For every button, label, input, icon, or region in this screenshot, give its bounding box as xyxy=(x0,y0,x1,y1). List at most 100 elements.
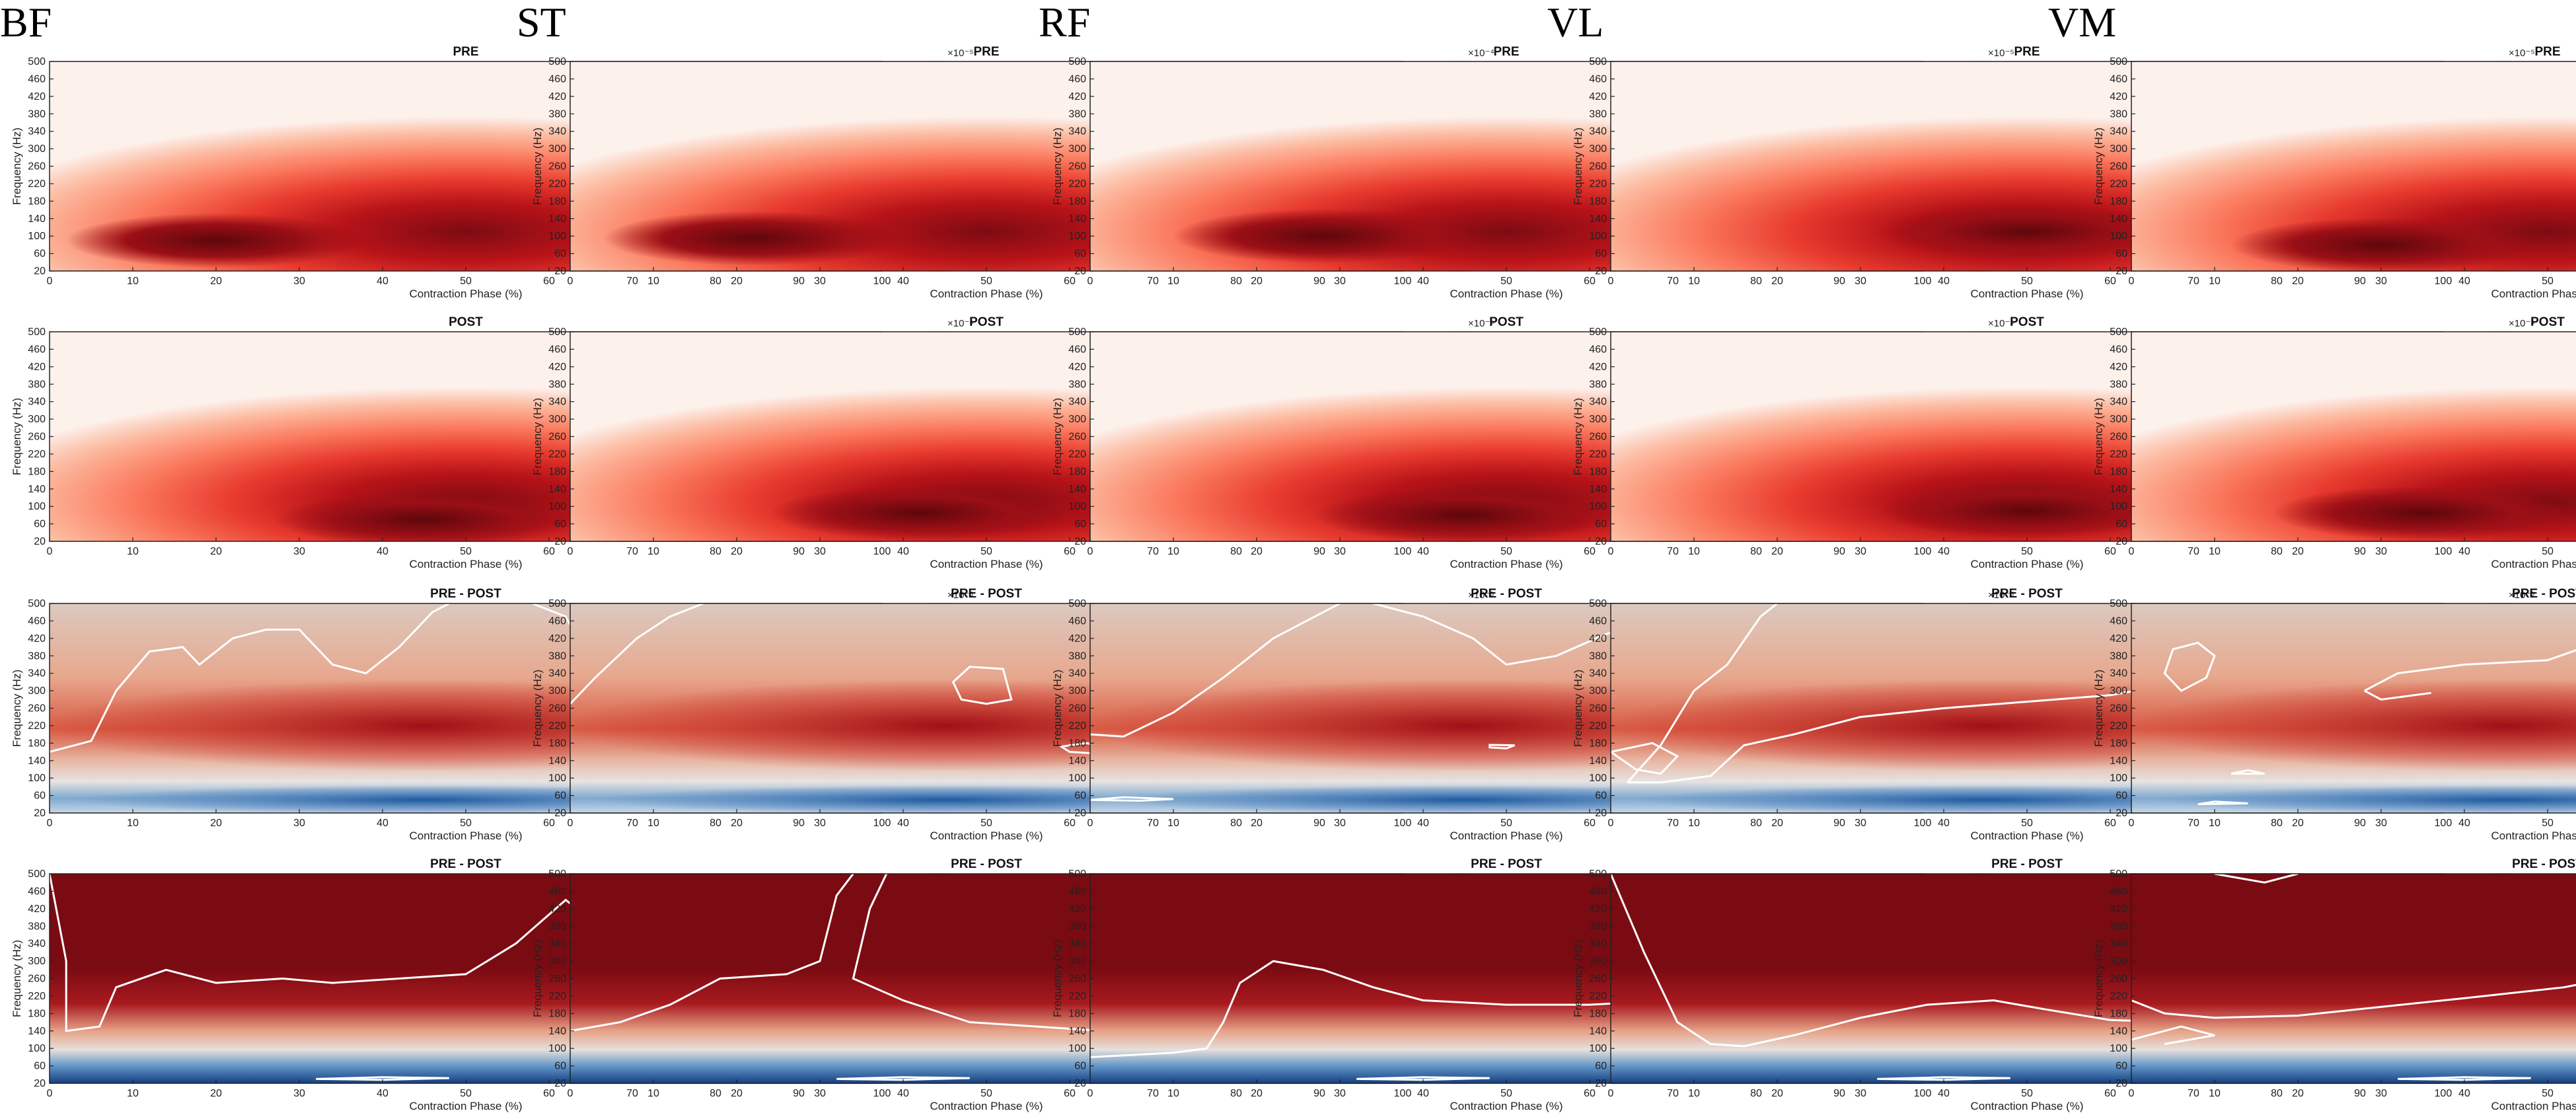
x-tick-label: 80 xyxy=(1750,818,1762,829)
x-axis-label: Contraction Phase (%) xyxy=(2491,558,2576,570)
y-tick-label: 340 xyxy=(28,939,46,950)
y-tick-label: 460 xyxy=(1068,73,1086,85)
y-tick-label: 300 xyxy=(1068,414,1086,425)
x-tick-label: 20 xyxy=(1251,1088,1263,1099)
y-tick-label: 460 xyxy=(28,886,46,897)
y-tick-label: 340 xyxy=(1589,397,1607,408)
y-tick-label: 100 xyxy=(548,1043,566,1054)
y-tick-label: 220 xyxy=(1589,991,1607,1002)
x-axis-label: Contraction Phase (%) xyxy=(2491,1100,2576,1112)
energy-peak xyxy=(66,213,366,268)
x-tick-label: 90 xyxy=(793,546,805,557)
y-tick-label: 460 xyxy=(548,344,566,355)
x-tick-label: 70 xyxy=(1147,818,1159,829)
y-tick-label: 180 xyxy=(548,466,566,477)
y-tick-label: 500 xyxy=(2110,868,2127,880)
y-tick-label: 340 xyxy=(2110,126,2127,137)
muscle-label-bf: BF xyxy=(0,0,52,46)
y-tick-label: 100 xyxy=(28,1043,46,1054)
heatmap xyxy=(2131,61,2576,271)
x-tick-label: 30 xyxy=(814,546,826,557)
x-tick-label: 90 xyxy=(1833,818,1845,829)
y-tick-label: 300 xyxy=(1589,685,1607,697)
panel-title: PRE - POST xyxy=(951,587,1022,601)
x-tick-label: 30 xyxy=(814,818,826,829)
y-tick-label: 60 xyxy=(1074,1061,1086,1072)
energy-peak xyxy=(1877,483,2177,538)
x-tick-label: 10 xyxy=(127,276,139,287)
y-tick-label: 100 xyxy=(1068,1043,1086,1054)
x-tick-label: 50 xyxy=(460,546,472,557)
cluster-contour xyxy=(2230,769,2265,775)
x-tick-label: 30 xyxy=(1855,1088,1866,1099)
y-tick-label: 420 xyxy=(28,904,46,915)
cluster-contour xyxy=(2163,641,2216,692)
y-tick-label: 140 xyxy=(1068,1026,1086,1037)
y-tick-label: 260 xyxy=(28,432,46,443)
panel-title: PRE - POST xyxy=(1991,587,2063,601)
x-tick-label: 30 xyxy=(293,276,305,287)
x-tick-label: 10 xyxy=(1688,546,1700,557)
x-tick-label: 100 xyxy=(2435,546,2452,557)
y-tick-label: 180 xyxy=(548,738,566,749)
x-tick-label: 40 xyxy=(377,276,388,287)
y-tick-label: 260 xyxy=(1068,974,1086,985)
x-tick-label: 20 xyxy=(210,818,222,829)
colorbar-exponent: ×10⁻⁵ xyxy=(1468,590,1494,601)
colorbar-exponent: ×10⁻⁵ xyxy=(947,318,974,329)
panel-title: PRE - POST xyxy=(1991,857,2063,871)
y-tick-label: 100 xyxy=(28,773,46,784)
y-tick-label: 220 xyxy=(1068,449,1086,460)
y-tick-label: 340 xyxy=(1068,397,1086,408)
x-tick-label: 40 xyxy=(377,546,388,557)
heatmap xyxy=(2131,874,2576,1083)
y-tick-label: 460 xyxy=(1589,344,1607,355)
x-tick-label: 10 xyxy=(1688,818,1700,829)
x-axis-label: Contraction Phase (%) xyxy=(1450,1100,1563,1112)
y-tick-label: 20 xyxy=(554,536,566,547)
y-tick-label: 220 xyxy=(548,178,566,190)
x-tick-label: 40 xyxy=(377,1088,388,1099)
cluster-contour xyxy=(2197,800,2248,806)
y-tick-label: 380 xyxy=(548,108,566,120)
muscle-label-rf: RF xyxy=(1039,0,1090,46)
y-tick-label: 500 xyxy=(1068,56,1086,67)
x-tick-label: 50 xyxy=(460,818,472,829)
x-tick-label: 60 xyxy=(2104,546,2116,557)
y-tick-label: 460 xyxy=(2110,615,2127,627)
x-tick-label: 20 xyxy=(731,546,743,557)
y-tick-label: 20 xyxy=(1074,808,1086,819)
x-tick-label: 50 xyxy=(1500,818,1512,829)
y-tick-label: 180 xyxy=(28,196,46,207)
x-tick-label: 70 xyxy=(2188,1088,2199,1099)
y-tick-label: 500 xyxy=(2110,598,2127,609)
y-tick-label: 60 xyxy=(1595,791,1607,802)
y-tick-label: 220 xyxy=(1589,720,1607,732)
x-tick-label: 90 xyxy=(2354,1088,2366,1099)
y-tick-label: 180 xyxy=(1068,196,1086,207)
muscle-label-vl: VL xyxy=(1547,0,1603,46)
y-axis-label: Frequency (Hz) xyxy=(1051,398,1064,475)
x-axis-label: Contraction Phase (%) xyxy=(409,1100,522,1112)
cluster-contour xyxy=(951,666,1013,705)
y-tick-label: 300 xyxy=(28,685,46,697)
x-tick-label: 10 xyxy=(647,276,659,287)
x-tick-label: 0 xyxy=(2129,818,2135,829)
colorbar-exponent: ×10⁻⁵ xyxy=(1988,48,2014,59)
y-tick-label: 140 xyxy=(548,484,566,495)
y-tick-label: 260 xyxy=(1589,974,1607,985)
y-tick-label: 500 xyxy=(2110,56,2127,67)
y-tick-label: 420 xyxy=(28,91,46,102)
x-tick-label: 40 xyxy=(897,276,909,287)
y-tick-label: 20 xyxy=(2116,536,2127,547)
y-axis-label: Frequency (Hz) xyxy=(2092,940,2105,1017)
x-tick-label: 70 xyxy=(1147,546,1159,557)
y-tick-label: 420 xyxy=(2110,904,2127,915)
x-tick-label: 30 xyxy=(293,1088,305,1099)
difference-negative-band xyxy=(2156,785,2576,813)
y-tick-label: 420 xyxy=(2110,362,2127,373)
x-tick-label: 40 xyxy=(2458,546,2470,557)
y-tick-label: 420 xyxy=(28,633,46,644)
y-tick-label: 20 xyxy=(1074,1078,1086,1089)
y-tick-label: 500 xyxy=(28,868,46,880)
